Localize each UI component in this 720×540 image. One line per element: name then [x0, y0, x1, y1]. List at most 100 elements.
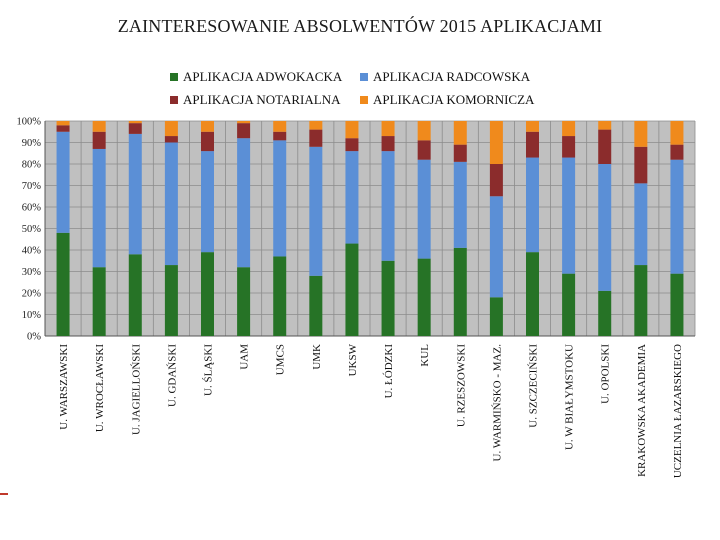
bar-segment-adwokacka — [273, 256, 287, 336]
x-category-label: KUL — [419, 344, 431, 367]
y-tick-label: 50% — [22, 224, 42, 235]
bar-segment-radcowska — [92, 148, 106, 268]
bar-segment-notarialna — [526, 131, 539, 158]
y-tick-label: 70% — [22, 181, 42, 192]
bar-segment-notarialna — [345, 138, 359, 152]
y-tick-label: 0% — [27, 332, 41, 343]
bar-segment-komornicza — [164, 121, 178, 137]
bar-segment-notarialna — [489, 164, 503, 197]
bar-segment-komornicza — [634, 121, 648, 147]
bar-segment-radcowska — [164, 142, 178, 266]
y-tick-label: 20% — [22, 289, 42, 300]
bar-segment-notarialna — [56, 125, 70, 132]
x-category-label: U. WARSZAWSKI — [58, 344, 70, 430]
bar-segment-komornicza — [598, 121, 612, 130]
x-category-label: UAM — [239, 344, 251, 370]
bar-segment-notarialna — [598, 129, 612, 164]
bar-segment-notarialna — [634, 146, 648, 184]
x-category-label: U. JAGIELLOŃSKI — [130, 344, 142, 435]
bar-segment-adwokacka — [670, 273, 684, 336]
x-category-label: UMCS — [275, 344, 287, 375]
y-tick-label: 60% — [22, 203, 42, 214]
x-category-label: U. ŚLĄSKI — [203, 344, 215, 396]
bar-segment-notarialna — [164, 136, 178, 143]
bar-segment-komornicza — [309, 121, 323, 130]
x-category-label: U. RZESZOWSKI — [455, 344, 467, 427]
legend-swatch-adwokacka — [170, 73, 178, 81]
bar-segment-radcowska — [634, 183, 648, 266]
bar-segment-radcowska — [453, 161, 467, 248]
legend-label-radcowska: APLIKACJA RADCOWSKA — [373, 69, 531, 84]
bar-segment-radcowska — [598, 164, 612, 291]
bar-segment-notarialna — [562, 136, 576, 158]
bar-segment-adwokacka — [453, 247, 467, 336]
legend-label-adwokacka: APLIKACJA ADWOKACKA — [183, 69, 343, 84]
bar-segment-radcowska — [489, 196, 503, 298]
bar-segment-radcowska — [273, 140, 287, 257]
y-tick-label: 100% — [17, 117, 42, 128]
bar-segment-radcowska — [237, 138, 251, 268]
x-category-label: KRAKOWSKA AKADEMIA — [636, 344, 648, 477]
bar-segment-radcowska — [128, 133, 142, 255]
bar-segment-adwokacka — [381, 260, 395, 336]
legend-swatch-komornicza — [360, 96, 368, 104]
y-tick-label: 90% — [22, 138, 42, 149]
x-category-label: U. WARMIŃSKO - MAZ. — [491, 344, 503, 462]
legend-label-notarialna: APLIKACJA NOTARIALNA — [183, 92, 341, 107]
legend-item-adwokacka: APLIKACJA ADWOKACKA — [170, 69, 342, 85]
bar-segment-adwokacka — [92, 267, 106, 336]
bar-segment-notarialna — [309, 129, 323, 147]
bar-segment-radcowska — [670, 159, 684, 274]
bar-segment-komornicza — [201, 121, 214, 132]
bar-segment-adwokacka — [562, 273, 576, 336]
bar-segment-komornicza — [489, 121, 503, 164]
bar-segment-radcowska — [562, 157, 576, 274]
y-tick-label: 10% — [22, 310, 42, 321]
bar-segment-komornicza — [417, 121, 431, 141]
bar-segment-adwokacka — [489, 297, 503, 336]
bar-segment-komornicza — [92, 121, 106, 132]
bar-segment-radcowska — [309, 146, 323, 276]
bar-segment-komornicza — [670, 121, 684, 145]
x-category-label: U. ŁÓDZKI — [383, 344, 395, 399]
slide-accent-mark — [0, 493, 8, 495]
legend-item-komornicza: APLIKACJA KOMORNICZA — [360, 92, 534, 108]
x-category-label: U. OPOLSKI — [600, 344, 612, 404]
bar-segment-komornicza — [273, 121, 287, 132]
legend-swatch-notarialna — [170, 96, 178, 104]
legend-item-notarialna: APLIKACJA NOTARIALNA — [170, 92, 341, 108]
bar-segment-adwokacka — [417, 258, 431, 336]
y-tick-label: 80% — [22, 160, 42, 171]
bar-segment-radcowska — [381, 151, 395, 261]
legend-swatch-radcowska — [360, 73, 368, 81]
y-tick-label: 40% — [22, 246, 42, 257]
bar-segment-komornicza — [345, 121, 359, 139]
bar-segment-adwokacka — [237, 267, 251, 336]
bar-segment-komornicza — [128, 121, 142, 124]
bar-segment-notarialna — [453, 144, 467, 162]
bar-segment-adwokacka — [128, 254, 142, 336]
bar-segment-adwokacka — [526, 252, 539, 336]
legend-item-radcowska: APLIKACJA RADCOWSKA — [360, 69, 530, 85]
bar-segment-radcowska — [345, 151, 359, 244]
bar-segment-adwokacka — [164, 265, 178, 336]
bar-segment-notarialna — [273, 131, 287, 141]
bar-segment-notarialna — [417, 140, 431, 160]
bar-segment-adwokacka — [598, 290, 612, 336]
bar-segment-adwokacka — [634, 265, 648, 336]
x-category-label: U. SZCZECIŃSKI — [528, 344, 540, 428]
x-category-label: U. W BIAŁYMSTOKU — [564, 344, 576, 450]
bar-segment-komornicza — [237, 121, 251, 124]
bar-segment-adwokacka — [345, 243, 359, 336]
bar-segment-adwokacka — [56, 232, 70, 336]
bar-segment-radcowska — [417, 159, 431, 259]
bar-segment-radcowska — [56, 131, 70, 233]
x-category-label: UKSW — [347, 343, 359, 376]
bar-segment-notarialna — [201, 131, 214, 152]
legend-label-komornicza: APLIKACJA KOMORNICZA — [373, 92, 535, 107]
bar-segment-komornicza — [453, 121, 467, 145]
bar-segment-adwokacka — [309, 275, 323, 336]
bar-segment-notarialna — [237, 123, 251, 139]
x-category-label: UMK — [311, 344, 323, 370]
